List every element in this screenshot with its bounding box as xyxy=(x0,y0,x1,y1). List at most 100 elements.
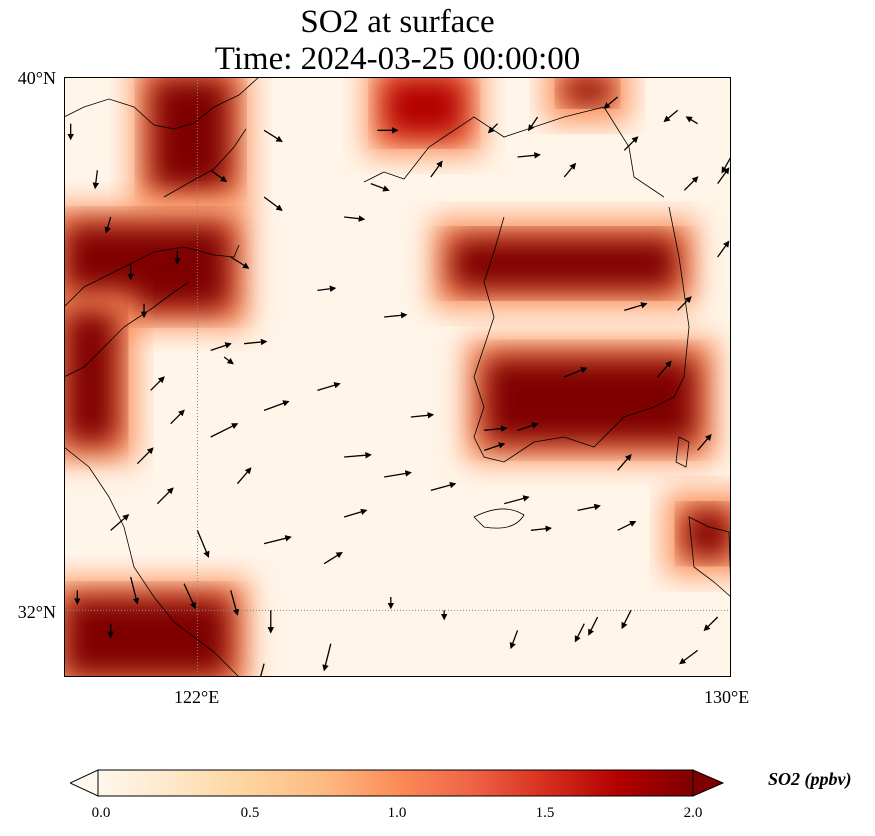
plume-dalian-coast xyxy=(384,77,465,137)
wind-arrow-73 xyxy=(487,123,499,134)
wind-arrow-64 xyxy=(717,240,730,258)
wind-arrow-72 xyxy=(430,160,443,178)
colorbar-tick-1: 0.5 xyxy=(240,805,260,821)
plume-shandong-west xyxy=(64,310,118,444)
plume-northwest-bohai xyxy=(150,77,231,191)
map-time: Time: 2024-03-25 00:00:00 xyxy=(214,41,581,77)
wind-arrow-48 xyxy=(703,616,719,632)
wind-arrow-38 xyxy=(230,590,240,616)
wind-arrow-19 xyxy=(136,447,154,465)
map-frame xyxy=(64,77,731,677)
wind-arrow-74 xyxy=(528,116,539,132)
wind-arrow-41 xyxy=(322,643,332,672)
plume-korea-south xyxy=(484,357,698,444)
colorbar xyxy=(70,769,725,797)
colorbar-tick-3: 1.5 xyxy=(535,805,555,821)
wind-arrow-27 xyxy=(410,412,435,419)
wind-arrow-30 xyxy=(343,508,368,518)
wind-arrow-8 xyxy=(263,196,283,211)
wind-arrow-61 xyxy=(624,302,648,311)
wind-arrow-25 xyxy=(236,467,252,485)
coast-shandong-south xyxy=(64,281,190,378)
colorbar-tick-4: 2.0 xyxy=(683,805,703,821)
wind-arrow-13 xyxy=(384,312,408,319)
wind-arrow-15 xyxy=(244,338,268,346)
map-title: SO2 at surface xyxy=(300,4,495,40)
coast-liaodong xyxy=(163,128,247,198)
wind-arrow-17 xyxy=(150,376,165,391)
plume-japan-kyushu xyxy=(684,510,731,557)
plume-seoul-region xyxy=(450,237,678,291)
wind-arrow-52 xyxy=(617,520,637,531)
wind-arrow-67 xyxy=(683,176,699,191)
wind-arrow-7 xyxy=(230,256,250,269)
coast-korea-west xyxy=(473,216,535,463)
wind-arrow-14 xyxy=(317,285,337,293)
wind-arrow-45 xyxy=(574,623,585,643)
coast-tsushima xyxy=(675,436,690,468)
wind-arrow-53 xyxy=(697,433,712,451)
wind-arrow-32 xyxy=(323,551,343,565)
wind-arrow-6 xyxy=(210,169,228,183)
colorbar-tick-2: 1.0 xyxy=(387,805,407,821)
wind-arrow-57 xyxy=(504,495,530,505)
wind-arrow-75 xyxy=(603,96,619,109)
wind-arrow-22 xyxy=(223,356,234,365)
lat-label-32: 32°N xyxy=(17,602,56,622)
wind-arrow-70 xyxy=(563,162,577,178)
wind-arrow-51 xyxy=(577,503,601,511)
colorbar-gradient xyxy=(97,769,694,797)
coast-jiangsu xyxy=(64,446,240,677)
coast-kyushu xyxy=(688,516,731,598)
lon-label-130: 130°E xyxy=(704,687,750,707)
wind-arrow-40 xyxy=(259,663,265,677)
wind-arrow-69 xyxy=(721,156,731,174)
wind-arrow-11 xyxy=(370,183,390,192)
wind-arrow-60 xyxy=(564,367,588,378)
wind-arrow-24 xyxy=(210,423,239,438)
wind-arrow-18 xyxy=(170,409,185,425)
wind-arrow-21 xyxy=(110,514,130,531)
wind-arrow-59 xyxy=(484,425,508,432)
wind-arrow-34 xyxy=(130,576,140,605)
wind-arrow-16 xyxy=(210,342,232,351)
coast-china-north xyxy=(64,77,260,130)
plume-shanghai-yangtze xyxy=(64,597,231,677)
plume-northeast-strip xyxy=(564,77,611,104)
wind-arrow-37 xyxy=(196,530,210,558)
wind-arrow-50 xyxy=(530,525,552,532)
map-panel xyxy=(64,77,731,677)
wind-arrow-49 xyxy=(679,649,699,665)
coast-korea-south xyxy=(533,206,690,448)
colorbar-label: SO2 (ppbv) xyxy=(768,769,852,789)
wind-arrow-2 xyxy=(104,216,112,234)
colorbar-extend-min xyxy=(70,769,99,797)
wind-arrow-12 xyxy=(344,215,366,222)
wind-arrow-33 xyxy=(183,583,196,610)
coast-jeju xyxy=(473,508,525,529)
wind-arrow-63 xyxy=(677,296,692,311)
coast-dalian-korea-border xyxy=(363,106,665,198)
wind-arrow-46 xyxy=(588,616,599,636)
lon-label-122: 122°E xyxy=(174,687,220,707)
wind-arrow-44 xyxy=(509,630,519,650)
wind-arrow-58 xyxy=(517,422,539,431)
wind-arrow-56 xyxy=(430,481,457,491)
wind-arrow-23 xyxy=(263,400,290,411)
coast-shandong xyxy=(64,244,240,308)
lat-label-40: 40°N xyxy=(17,68,56,88)
wind-arrow-26 xyxy=(317,382,341,391)
wind-arrow-29 xyxy=(384,470,412,478)
wind-arrow-62 xyxy=(657,360,672,378)
wind-arrow-66 xyxy=(623,136,639,151)
so2-map xyxy=(64,77,731,677)
wind-arrow-76 xyxy=(663,109,679,123)
wind-arrow-9 xyxy=(263,129,283,143)
wind-arrow-54 xyxy=(617,453,632,471)
wind-arrow-31 xyxy=(263,535,292,545)
colorbar-extend-max xyxy=(692,769,725,797)
wind-arrow-55 xyxy=(484,442,506,451)
wind-arrow-20 xyxy=(156,487,174,505)
wind-arrow-47 xyxy=(621,610,632,630)
wind-arrow-28 xyxy=(344,451,372,459)
